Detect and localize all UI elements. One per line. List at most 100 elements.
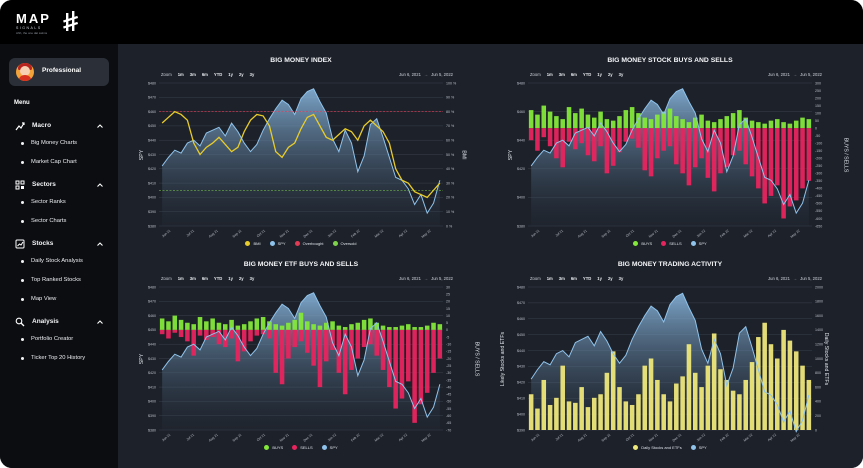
- zoom-2y-button[interactable]: 2y: [238, 72, 244, 77]
- sidebar-item-daily-stock-analysis[interactable]: Daily Stock Analysis: [0, 255, 118, 269]
- zoom-1y-button[interactable]: 1y: [228, 276, 233, 281]
- sidebar-item-top-ranked-stocks[interactable]: Top Ranked Stocks: [0, 274, 118, 288]
- zoom-3y-button[interactable]: 3y: [249, 72, 255, 77]
- sidebar-item-sector-charts[interactable]: Sector Charts: [0, 215, 118, 229]
- map-signals-logo[interactable]: MAP SIGNALS Ahh, the one dat swims: [16, 9, 86, 37]
- legend-item-buys[interactable]: BUYS: [264, 445, 283, 450]
- legend-item-sells[interactable]: SELLS: [661, 241, 682, 246]
- zoom-3m-button[interactable]: 3m: [189, 72, 196, 77]
- zoom-3m-button[interactable]: 3m: [189, 276, 196, 281]
- sells-bar: [768, 128, 774, 196]
- menu-title: Menu: [14, 100, 30, 106]
- date-range-to[interactable]: Jun 5, 2022: [800, 276, 822, 281]
- legend-item-buys[interactable]: BUYS: [633, 241, 652, 246]
- right-tick-label: 400: [815, 400, 821, 404]
- date-range[interactable]: Jun 6, 2021 → Jun 5, 2022: [399, 276, 453, 281]
- nav-group-analysis[interactable]: Analysis: [0, 314, 118, 330]
- buys-bar: [648, 119, 654, 129]
- left-tick-label: $460: [517, 317, 525, 321]
- profile-card[interactable]: Professional: [9, 58, 109, 86]
- zoom-6m-button[interactable]: 6m: [201, 276, 208, 281]
- date-range-to[interactable]: Jun 5, 2022: [431, 276, 453, 281]
- legend-label: SPY: [698, 241, 707, 246]
- nav-group-label: Sectors: [32, 181, 56, 188]
- zoom-1y-button[interactable]: 1y: [228, 72, 233, 77]
- zoom-6m-button[interactable]: 6m: [570, 72, 577, 77]
- chevron-up-icon[interactable]: [96, 240, 104, 248]
- date-range-to[interactable]: Jun 5, 2022: [431, 72, 453, 77]
- date-range[interactable]: Jun 6, 2021 → Jun 5, 2022: [399, 72, 453, 77]
- right-tick-label: 2000: [815, 285, 823, 289]
- x-tick-label: Dec 21: [672, 229, 683, 239]
- zoom-1m-button[interactable]: 1m: [177, 72, 184, 77]
- zoom-2y-button[interactable]: 2y: [607, 276, 613, 281]
- left-tick-label: $400: [517, 412, 525, 416]
- zoom-6m-button[interactable]: 6m: [570, 276, 577, 281]
- zoom-6m-button[interactable]: 6m: [201, 72, 208, 77]
- zoom-1y-button[interactable]: 1y: [597, 72, 602, 77]
- date-range-from[interactable]: Jun 6, 2021: [768, 72, 790, 77]
- zoom-ytd-button[interactable]: YTD: [213, 276, 223, 281]
- sidebar-item-big-money-charts[interactable]: Big Money Charts: [0, 137, 118, 151]
- legend-item-sells[interactable]: SELLS: [292, 445, 313, 450]
- x-tick-label: Dec 21: [303, 433, 314, 443]
- legend-item-spy[interactable]: SPY: [269, 241, 286, 246]
- zoom-ytd-button[interactable]: YTD: [582, 276, 592, 281]
- legend-item-spy[interactable]: SPY: [321, 445, 338, 450]
- chevron-up-icon[interactable]: [96, 122, 104, 130]
- zoom-ytd-button[interactable]: YTD: [213, 72, 223, 77]
- left-tick-label: $420: [517, 381, 525, 385]
- date-range[interactable]: Jun 6, 2021 → Jun 5, 2022: [768, 276, 822, 281]
- nav-group-sectors[interactable]: Sectors: [0, 177, 118, 193]
- date-range-from[interactable]: Jun 6, 2021: [399, 276, 421, 281]
- buys-bar: [547, 111, 553, 129]
- zoom-1m-button[interactable]: 1m: [546, 276, 553, 281]
- sidebar-item-map-view[interactable]: Map View: [0, 293, 118, 307]
- zoom-1m-button[interactable]: 1m: [546, 72, 553, 77]
- date-range-from[interactable]: Jun 6, 2021: [768, 276, 790, 281]
- date-range-to[interactable]: Jun 5, 2022: [800, 72, 822, 77]
- daily-stocks-and-etfs-bar: [806, 379, 812, 430]
- sidebar-item-ticker-top-20-history[interactable]: Ticker Top 20 History: [0, 352, 118, 366]
- buys-bar: [298, 312, 304, 330]
- sidebar-item-market-cap-chart[interactable]: Market Cap Chart: [0, 156, 118, 170]
- chevron-up-icon[interactable]: [96, 318, 104, 326]
- legend-dot-icon: [633, 241, 639, 246]
- zoom-3y-button[interactable]: 3y: [618, 276, 624, 281]
- chevron-up-icon[interactable]: [96, 181, 104, 189]
- legend-item-overbought[interactable]: Overbought: [294, 241, 324, 246]
- legend-label: SPY: [329, 445, 338, 450]
- x-tick-label: Feb 22: [719, 229, 730, 239]
- sells-bar: [216, 329, 222, 345]
- legend-item-oversold[interactable]: Oversold: [332, 241, 357, 246]
- buys-bar: [292, 319, 297, 330]
- legend-item-bmi[interactable]: BMI: [245, 241, 261, 246]
- sectors-icon: [15, 180, 25, 190]
- zoom-3y-button[interactable]: 3y: [249, 276, 255, 281]
- zoom-ytd-button[interactable]: YTD: [582, 72, 592, 77]
- date-range[interactable]: Jun 6, 2021 → Jun 5, 2022: [768, 72, 822, 77]
- date-range-from[interactable]: Jun 6, 2021: [399, 72, 421, 77]
- zoom-3y-button[interactable]: 3y: [618, 72, 624, 77]
- sells-bar: [437, 329, 443, 359]
- right-tick-label: 300: [815, 81, 821, 85]
- right-tick-label: -25: [446, 364, 451, 368]
- zoom-2y-button[interactable]: 2y: [238, 276, 244, 281]
- nav-group-macro[interactable]: Macro: [0, 118, 118, 134]
- zoom-3m-button[interactable]: 3m: [558, 72, 565, 77]
- macro-chart-icon: [15, 122, 25, 131]
- zoom-1m-button[interactable]: 1m: [177, 276, 184, 281]
- sidebar-item-portfolio-creator[interactable]: Portfolio Creator: [0, 333, 118, 347]
- sidebar-item-sector-ranks[interactable]: Sector Ranks: [0, 196, 118, 210]
- legend-item-daily-stocks-and-etfs[interactable]: Daily Stocks and ETFs: [633, 445, 682, 450]
- zoom-3m-button[interactable]: 3m: [558, 276, 565, 281]
- legend-item-spy[interactable]: SPY: [690, 241, 707, 246]
- legend-item-spy[interactable]: SPY: [690, 445, 707, 450]
- zoom-2y-button[interactable]: 2y: [607, 72, 613, 77]
- daily-stocks-and-etfs-bar: [680, 376, 685, 430]
- right-tick-label: -30: [446, 371, 451, 375]
- sells-bar: [279, 329, 285, 385]
- nav-group-stocks[interactable]: Stocks: [0, 236, 118, 252]
- zoom-1y-button[interactable]: 1y: [597, 276, 602, 281]
